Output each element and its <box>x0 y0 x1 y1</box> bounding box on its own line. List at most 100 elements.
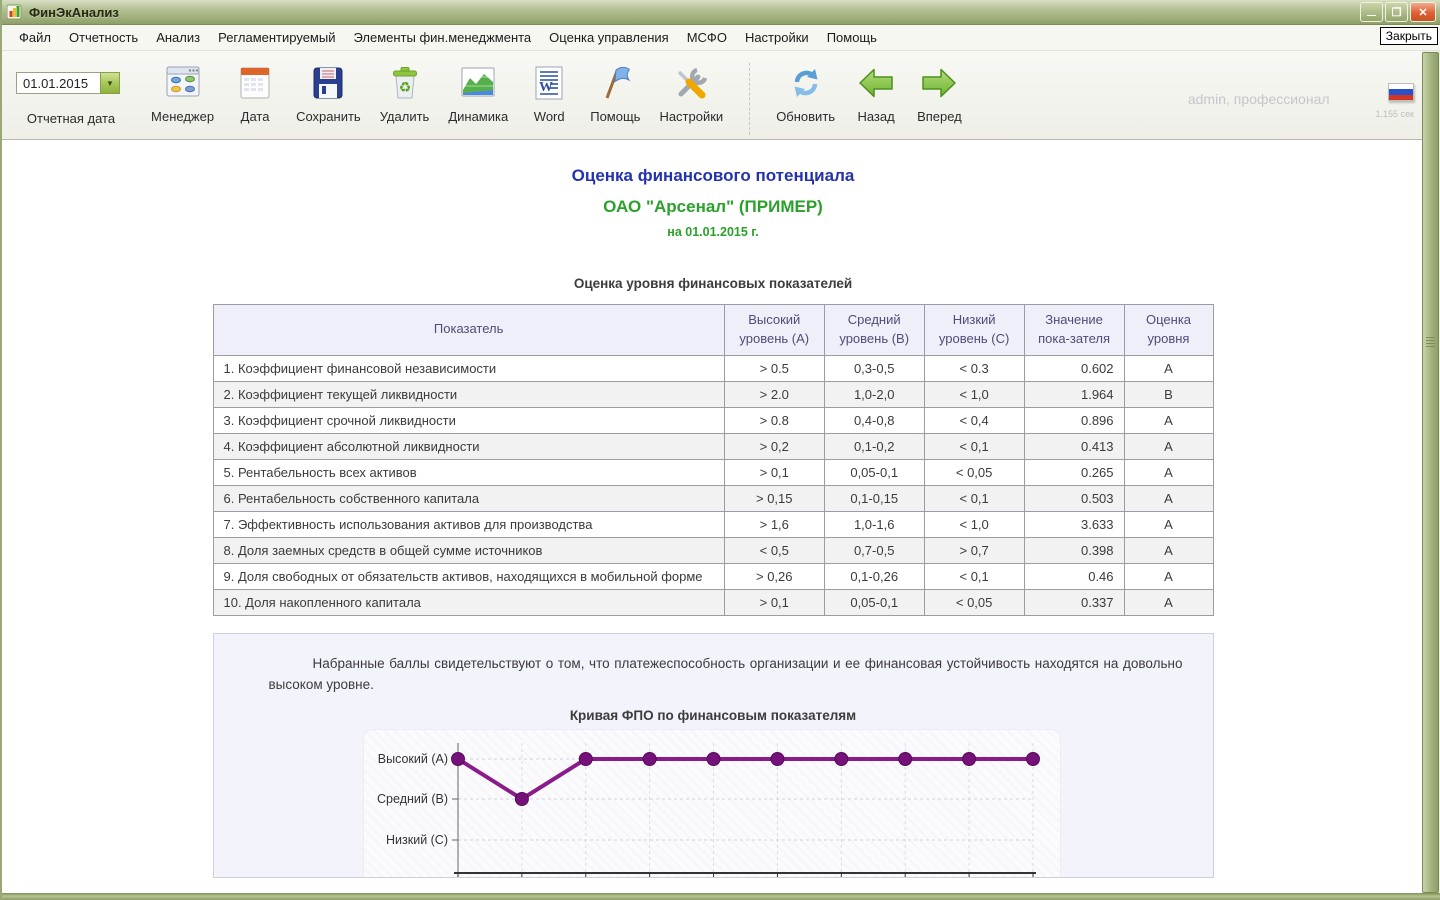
toolbar-button-manager[interactable]: Менеджер <box>146 61 219 124</box>
table-cell: 0.265 <box>1023 458 1125 486</box>
menu-item-1[interactable]: Файл <box>19 30 51 45</box>
toolbar-button-dynamics[interactable]: Динамика <box>443 61 513 124</box>
table-cell: < 0,5 <box>723 536 825 564</box>
toolbar-button-label: Менеджер <box>151 109 215 124</box>
table-cell: 1,0-2,0 <box>823 380 925 408</box>
user-status: admin, профессионал <box>1187 91 1330 107</box>
table-cell: < 0,4 <box>923 406 1025 434</box>
table-cell: 6. Рентабельность собственного капитала <box>212 484 725 512</box>
toolbar-button-save[interactable]: Сохранить <box>291 61 366 124</box>
menu-item-7[interactable]: МСФО <box>686 30 727 45</box>
tools-icon <box>670 61 712 105</box>
table-cell: 4. Коэффициент абсолютной ликвидности <box>212 432 725 460</box>
table-cell: 7. Эффективность использования активов д… <box>212 510 725 538</box>
report-date-label: Отчетная дата <box>26 111 116 126</box>
window-title: ФинЭкАнализ <box>29 4 119 20</box>
menu-item-6[interactable]: Оценка управления <box>549 30 669 45</box>
table-cell: 0,1-0,26 <box>823 562 925 590</box>
table-row: 8. Доля заемных средств в общей сумме ис… <box>212 536 1214 564</box>
refresh-icon <box>785 61 827 105</box>
vertical-scrollbar[interactable] <box>1422 51 1440 893</box>
toolbar-button-label: Вперед <box>917 109 962 124</box>
window-controls: — ❐ ✕ <box>1360 2 1436 22</box>
trash-icon: ♻ <box>384 61 426 105</box>
minimize-button[interactable]: — <box>1360 2 1383 22</box>
svg-text:Средний (В): Средний (В) <box>377 792 448 806</box>
scrollbar-thumb[interactable] <box>1422 52 1439 893</box>
table-cell: 0,05-0,1 <box>823 588 925 616</box>
table-row: 6. Рентабельность собственного капитала >… <box>212 484 1214 512</box>
app-logo-icon <box>6 4 23 20</box>
toolbar-button-date[interactable]: Дата <box>228 61 282 124</box>
toolbar-button-help[interactable]: Помощь <box>585 61 645 124</box>
menu-item-8[interactable]: Настройки <box>744 30 809 45</box>
table-row: 9. Доля свободных от обязательств активо… <box>212 562 1214 590</box>
table-cell: 5. Рентабельность всех активов <box>212 458 725 486</box>
table-cell: > 0,7 <box>923 536 1025 564</box>
report-date-line: на 01.01.2015 г. <box>667 225 759 239</box>
table-cell: А <box>1123 536 1214 564</box>
toolbar-button-label: Назад <box>857 109 895 124</box>
menu-item-4[interactable]: Регламентируемый <box>218 30 336 45</box>
window-titlebar: ФинЭкАнализ — ❐ ✕ <box>2 0 1440 25</box>
table-cell: 0.602 <box>1023 354 1125 382</box>
table-cell: > 0.8 <box>723 406 825 434</box>
table-cell: А <box>1123 562 1214 590</box>
menu-item-5[interactable]: Элементы фин.менеджмента <box>353 30 532 45</box>
maximize-button[interactable]: ❐ <box>1385 2 1408 22</box>
manager-icon <box>162 61 204 105</box>
table-cell: 1,0-1,6 <box>823 510 925 538</box>
table-cell: > 0,1 <box>723 588 825 616</box>
table-cell: 10. Доля накопленного капитала <box>212 588 725 616</box>
table-cell: 0.413 <box>1023 432 1125 460</box>
column-header-4: Низкий уровень (С) <box>923 304 1025 356</box>
table-cell: > 0,15 <box>723 484 825 512</box>
toolbar-button-settings[interactable]: Настройки <box>654 61 728 124</box>
fpo-line-chart: Высокий (А) Средний (В) Низкий (С) <box>362 728 1061 877</box>
toolbar-button-delete[interactable]: ♻ Удалить <box>375 61 435 124</box>
chart-title: Кривая ФПО по финансовым показателям <box>569 707 857 723</box>
report-date-dropdown-button[interactable]: ▼ <box>100 72 120 94</box>
summary-text: Набранные баллы свидетельствуют о том, ч… <box>268 655 1183 692</box>
toolbar-button-word[interactable]: W Word <box>522 61 576 124</box>
table-cell: В <box>1123 380 1214 408</box>
toolbar-button-forward[interactable]: Вперед <box>912 61 967 124</box>
svg-text:Высокий (А): Высокий (А) <box>377 752 447 766</box>
close-button[interactable]: ✕ <box>1410 2 1436 22</box>
indicators-table: Показатель Высокий уровень (А) Средний уро… <box>212 304 1214 616</box>
summary-panel: Набранные баллы свидетельствуют о том, ч… <box>212 632 1214 878</box>
arrow-right-icon <box>917 61 961 105</box>
table-row: 3. Коэффициент срочной ликвидности > 0.8 0… <box>212 406 1214 434</box>
table-cell: 0.398 <box>1023 536 1125 564</box>
table-cell: 0,7-0,5 <box>823 536 925 564</box>
toolbar-button-refresh[interactable]: Обновить <box>771 61 840 124</box>
table-cell: 0.896 <box>1023 406 1125 434</box>
table-cell: < 1,0 <box>923 510 1025 538</box>
menu-item-9[interactable]: Помощь <box>826 30 877 45</box>
report-date-input[interactable] <box>16 72 100 94</box>
report-title: Оценка финансового потенциала <box>571 166 855 185</box>
menu-item-2[interactable]: Отчетность <box>68 30 139 45</box>
table-cell: 0.503 <box>1023 484 1125 512</box>
menu-bar: Файл Отчетность Анализ Регламентируемый Элем… <box>2 25 1440 51</box>
table-cell: > 2.0 <box>723 380 825 408</box>
menu-item-3[interactable]: Анализ <box>156 30 201 45</box>
flag-icon <box>594 61 636 105</box>
arrow-left-icon <box>854 61 898 105</box>
report-date-group: ▼ Отчетная дата <box>16 61 126 126</box>
table-cell: < 0,05 <box>923 458 1025 486</box>
calendar-icon <box>234 61 276 105</box>
table-cell: 0,05-0,1 <box>823 458 925 486</box>
table-cell: 0.46 <box>1023 562 1125 590</box>
column-header-3: Средний уровень (В) <box>823 304 925 356</box>
table-cell: > 1,6 <box>723 510 825 538</box>
table-row: 1. Коэффициент финансовой независимости >… <box>212 354 1214 382</box>
svg-text:W: W <box>539 80 553 95</box>
toolbar-button-back[interactable]: Назад <box>849 61 903 124</box>
table-cell: 2. Коэффициент текущей ликвидности <box>212 380 725 408</box>
toolbar-button-label: Помощь <box>590 109 641 124</box>
table-title: Оценка уровня финансовых показателей <box>573 276 853 291</box>
table-cell: < 1,0 <box>923 380 1025 408</box>
window-bottom-border <box>2 893 1440 900</box>
